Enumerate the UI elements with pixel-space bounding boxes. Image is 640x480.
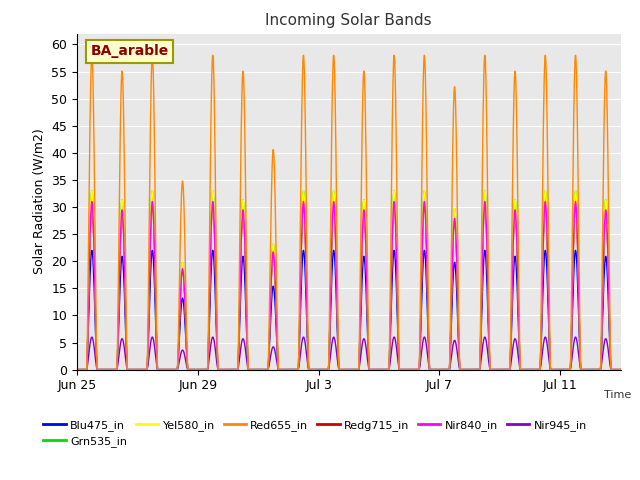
Redg715_in bbox=[95, 367, 103, 372]
Red655_in bbox=[397, 367, 404, 372]
Blu475_in bbox=[397, 367, 404, 372]
Nir840_in bbox=[88, 199, 95, 204]
Blu475_in bbox=[73, 367, 81, 372]
Red655_in bbox=[73, 367, 81, 372]
Grn535_in bbox=[173, 365, 181, 371]
Grn535_in bbox=[397, 367, 404, 372]
Nir945_in bbox=[617, 367, 625, 372]
Yel580_in bbox=[397, 367, 404, 372]
Yel580_in bbox=[73, 367, 81, 372]
Text: BA_arable: BA_arable bbox=[90, 45, 169, 59]
Legend: Blu475_in, Grn535_in, Yel580_in, Red655_in, Redg715_in, Nir840_in, Nir945_in: Blu475_in, Grn535_in, Yel580_in, Red655_… bbox=[39, 416, 591, 452]
Grn535_in bbox=[255, 367, 263, 372]
Yel580_in bbox=[617, 367, 625, 372]
Nir945_in bbox=[88, 334, 95, 340]
Grn535_in bbox=[617, 367, 625, 372]
Line: Nir840_in: Nir840_in bbox=[77, 202, 621, 370]
Text: Time: Time bbox=[604, 390, 632, 400]
Grn535_in bbox=[170, 367, 178, 372]
Blu475_in bbox=[617, 367, 625, 372]
Red655_in bbox=[170, 367, 178, 372]
Yel580_in bbox=[173, 365, 181, 371]
Line: Blu475_in: Blu475_in bbox=[77, 251, 621, 370]
Redg715_in bbox=[73, 367, 81, 372]
Red655_in bbox=[88, 52, 95, 58]
Nir840_in bbox=[611, 367, 618, 372]
Nir945_in bbox=[95, 367, 103, 372]
Line: Grn535_in: Grn535_in bbox=[77, 191, 621, 370]
Grn535_in bbox=[611, 367, 618, 372]
Yel580_in bbox=[255, 367, 263, 372]
Line: Nir945_in: Nir945_in bbox=[77, 337, 621, 370]
Nir840_in bbox=[173, 365, 181, 371]
Yel580_in bbox=[611, 367, 618, 372]
Nir945_in bbox=[397, 367, 404, 372]
Y-axis label: Solar Radiation (W/m2): Solar Radiation (W/m2) bbox=[33, 129, 45, 275]
Redg715_in bbox=[611, 367, 618, 372]
Redg715_in bbox=[170, 367, 178, 372]
Blu475_in bbox=[611, 367, 618, 372]
Blu475_in bbox=[173, 366, 181, 372]
Redg715_in bbox=[173, 365, 181, 371]
Red655_in bbox=[255, 367, 263, 372]
Nir945_in bbox=[73, 367, 81, 372]
Nir945_in bbox=[255, 367, 263, 372]
Nir840_in bbox=[397, 367, 404, 372]
Grn535_in bbox=[73, 367, 81, 372]
Nir840_in bbox=[617, 367, 625, 372]
Line: Red655_in: Red655_in bbox=[77, 55, 621, 370]
Nir840_in bbox=[95, 367, 103, 372]
Grn535_in bbox=[95, 367, 103, 372]
Red655_in bbox=[95, 367, 103, 372]
Red655_in bbox=[611, 367, 618, 372]
Yel580_in bbox=[95, 367, 103, 372]
Line: Yel580_in: Yel580_in bbox=[77, 191, 621, 370]
Redg715_in bbox=[397, 367, 404, 372]
Redg715_in bbox=[88, 199, 95, 204]
Blu475_in bbox=[170, 367, 178, 372]
Redg715_in bbox=[255, 367, 263, 372]
Nir945_in bbox=[611, 367, 618, 372]
Yel580_in bbox=[170, 367, 178, 372]
Blu475_in bbox=[255, 367, 263, 372]
Nir840_in bbox=[73, 367, 81, 372]
Nir840_in bbox=[170, 367, 178, 372]
Grn535_in bbox=[88, 188, 95, 193]
Nir945_in bbox=[170, 367, 178, 372]
Yel580_in bbox=[88, 188, 95, 193]
Blu475_in bbox=[88, 248, 95, 253]
Red655_in bbox=[617, 367, 625, 372]
Blu475_in bbox=[95, 367, 103, 372]
Red655_in bbox=[173, 364, 181, 370]
Nir840_in bbox=[255, 367, 263, 372]
Nir945_in bbox=[173, 366, 181, 372]
Line: Redg715_in: Redg715_in bbox=[77, 202, 621, 370]
Title: Incoming Solar Bands: Incoming Solar Bands bbox=[266, 13, 432, 28]
Redg715_in bbox=[617, 367, 625, 372]
